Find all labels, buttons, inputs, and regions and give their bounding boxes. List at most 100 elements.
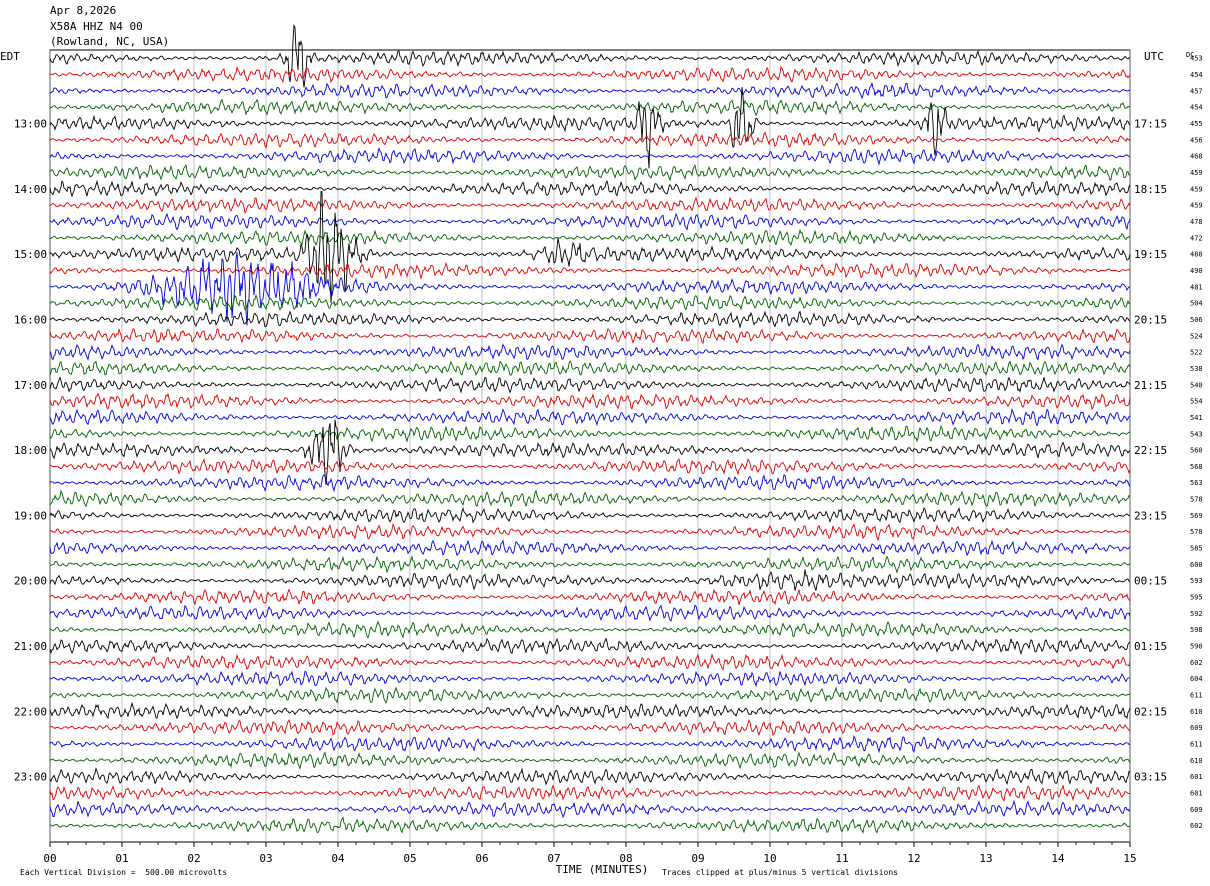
x-tick-label: 03 bbox=[259, 852, 272, 865]
dc-offset-label: 453 bbox=[1190, 55, 1203, 63]
seismic-trace bbox=[49, 489, 1131, 508]
x-tick-label: 08 bbox=[619, 852, 632, 865]
dc-offset-label: 600 bbox=[1190, 561, 1203, 569]
scale-footnote: Each Vertical Division = 500.00 microvol… bbox=[20, 868, 228, 877]
edt-hour-label: 18:00 bbox=[14, 444, 47, 457]
edt-hour-label: 23:00 bbox=[14, 771, 47, 784]
seismic-trace bbox=[49, 191, 1131, 303]
dc-offset-label: 592 bbox=[1190, 610, 1203, 618]
seismic-trace bbox=[49, 360, 1131, 377]
station-location: (Rowland, NC, USA) bbox=[50, 35, 170, 48]
dc-offset-label: 578 bbox=[1190, 528, 1203, 536]
dc-offset-label: 457 bbox=[1190, 87, 1203, 95]
seismic-trace bbox=[49, 458, 1131, 476]
seismic-trace bbox=[49, 179, 1131, 198]
edt-hour-label: 21:00 bbox=[14, 640, 47, 653]
dc-offset-label: 455 bbox=[1190, 120, 1203, 128]
dc-offset-label: 609 bbox=[1190, 806, 1203, 814]
dc-offset-label: 601 bbox=[1190, 790, 1203, 798]
dc-offset-label: 609 bbox=[1190, 724, 1203, 732]
utc-hour-label: 18:15 bbox=[1134, 183, 1167, 196]
x-axis-label: TIME (MINUTES) bbox=[556, 863, 649, 876]
dc-offset-label: 540 bbox=[1190, 381, 1203, 389]
seismic-trace bbox=[49, 376, 1131, 394]
dc-offset-label: 611 bbox=[1190, 692, 1203, 700]
seismic-trace bbox=[49, 65, 1131, 84]
utc-hour-label: 19:15 bbox=[1134, 248, 1167, 261]
x-tick-label: 00 bbox=[43, 852, 56, 865]
utc-hour-label: 02:15 bbox=[1134, 705, 1167, 718]
dc-offset-label: 459 bbox=[1190, 169, 1203, 177]
seismic-trace bbox=[49, 767, 1131, 786]
utc-hour-label: 01:15 bbox=[1134, 640, 1167, 653]
seismic-trace bbox=[49, 588, 1131, 606]
edt-hour-label: 14:00 bbox=[14, 183, 47, 196]
dc-offset-label: 456 bbox=[1190, 136, 1203, 144]
seismic-trace bbox=[49, 164, 1131, 182]
dc-offset-label: 554 bbox=[1190, 398, 1203, 406]
x-tick-label: 14 bbox=[1051, 852, 1065, 865]
dc-offset-label: 488 bbox=[1190, 251, 1203, 259]
utc-hour-label: 22:15 bbox=[1134, 444, 1167, 457]
dc-offset-label: 568 bbox=[1190, 463, 1203, 471]
x-tick-label: 13 bbox=[979, 852, 992, 865]
seismic-trace bbox=[49, 686, 1131, 704]
utc-hour-label: 17:15 bbox=[1134, 117, 1167, 130]
x-tick-label: 07 bbox=[547, 852, 560, 865]
dc-offset-label: 543 bbox=[1190, 430, 1203, 438]
dc-offset-label: 522 bbox=[1190, 349, 1203, 357]
dc-offset-label: 602 bbox=[1190, 822, 1203, 830]
edt-hour-label: 22:00 bbox=[14, 705, 47, 718]
seismic-trace bbox=[49, 392, 1131, 411]
dc-offset-label: 590 bbox=[1190, 643, 1203, 651]
seismic-trace bbox=[49, 734, 1131, 754]
edt-hour-label: 19:00 bbox=[14, 509, 47, 522]
seismic-trace bbox=[49, 637, 1131, 656]
seismic-trace bbox=[49, 522, 1131, 542]
dc-offset-label: 593 bbox=[1190, 577, 1203, 585]
seismic-trace bbox=[49, 24, 1130, 88]
seismic-trace bbox=[49, 327, 1131, 345]
seismic-trace bbox=[49, 343, 1131, 361]
dc-offset-label: 490 bbox=[1190, 267, 1203, 275]
seismic-trace bbox=[49, 569, 1131, 591]
edt-hour-label: 16:00 bbox=[14, 313, 47, 326]
dc-offset-label: 595 bbox=[1190, 594, 1203, 602]
seismic-trace bbox=[49, 196, 1131, 215]
edt-axis-label: EDT bbox=[0, 50, 20, 63]
seismic-trace bbox=[49, 424, 1131, 443]
x-tick-label: 04 bbox=[331, 852, 345, 865]
seismic-trace bbox=[49, 261, 1131, 280]
seismic-trace bbox=[49, 87, 1131, 169]
dc-offset-label: 601 bbox=[1190, 773, 1203, 781]
x-tick-label: 02 bbox=[187, 852, 200, 865]
seismic-trace bbox=[49, 701, 1131, 720]
seismic-trace bbox=[49, 653, 1131, 671]
dc-offset-label: 611 bbox=[1190, 741, 1203, 749]
dc-offset-label: 569 bbox=[1190, 512, 1203, 520]
seismic-trace bbox=[49, 131, 1131, 149]
dc-offset-label: 504 bbox=[1190, 300, 1203, 308]
utc-axis-label: UTC bbox=[1144, 50, 1164, 63]
seismic-trace bbox=[49, 719, 1131, 737]
seismic-trace bbox=[49, 620, 1131, 639]
utc-hour-label: 00:15 bbox=[1134, 575, 1167, 588]
edt-hour-label: 20:00 bbox=[14, 575, 47, 588]
x-tick-label: 11 bbox=[835, 852, 848, 865]
dc-offset-label: 459 bbox=[1190, 185, 1203, 193]
seismic-trace bbox=[49, 751, 1131, 771]
x-tick-label: 05 bbox=[403, 852, 416, 865]
clip-footnote: Traces clipped at plus/minus 5 vertical … bbox=[662, 868, 899, 877]
x-tick-label: 09 bbox=[691, 852, 704, 865]
dc-offset-label: 563 bbox=[1190, 479, 1203, 487]
utc-hour-label: 03:15 bbox=[1134, 771, 1167, 784]
seismic-trace bbox=[49, 816, 1131, 834]
dc-offset-label: 459 bbox=[1190, 202, 1203, 210]
dc-offset-label: 538 bbox=[1190, 365, 1203, 373]
seismic-trace bbox=[49, 670, 1131, 688]
seismic-trace bbox=[49, 604, 1131, 622]
seismic-trace bbox=[49, 506, 1131, 524]
dc-offset-label: 524 bbox=[1190, 332, 1203, 340]
edt-hour-label: 17:00 bbox=[14, 379, 47, 392]
